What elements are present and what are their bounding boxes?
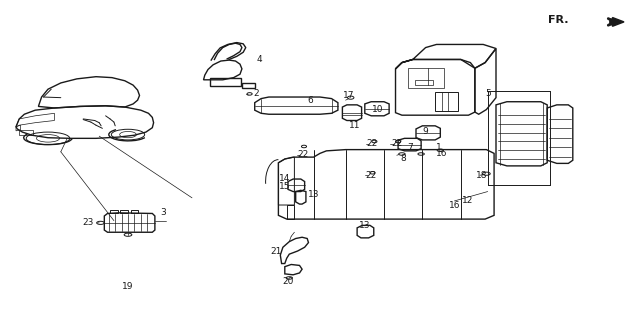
Text: FR.: FR. xyxy=(548,15,568,25)
Text: 11: 11 xyxy=(349,121,361,130)
Text: 22: 22 xyxy=(367,140,378,148)
Text: 18: 18 xyxy=(476,172,487,180)
Text: 8: 8 xyxy=(401,154,406,162)
Text: 10: 10 xyxy=(372,105,383,114)
Bar xyxy=(435,92,458,111)
Text: 22: 22 xyxy=(365,171,377,180)
FancyArrow shape xyxy=(610,18,624,26)
Bar xyxy=(242,83,255,88)
Text: 7: 7 xyxy=(407,143,412,151)
Bar xyxy=(131,210,138,213)
Text: 3: 3 xyxy=(161,208,166,217)
Text: 23: 23 xyxy=(82,218,93,227)
Text: 19: 19 xyxy=(122,282,134,291)
Text: 13: 13 xyxy=(359,221,371,230)
Text: 17: 17 xyxy=(343,91,355,100)
Text: 16: 16 xyxy=(436,149,447,158)
Bar xyxy=(19,130,33,135)
Text: 2: 2 xyxy=(253,90,259,98)
Text: 5: 5 xyxy=(485,90,490,98)
Text: 21: 21 xyxy=(271,248,282,256)
Text: 16: 16 xyxy=(449,201,460,209)
Text: 6: 6 xyxy=(308,96,313,105)
Text: 13: 13 xyxy=(308,190,319,198)
Text: 22: 22 xyxy=(391,140,403,148)
Bar xyxy=(415,80,433,85)
Text: 15: 15 xyxy=(279,182,291,191)
Text: 20: 20 xyxy=(282,277,294,286)
Bar xyxy=(408,68,444,88)
Bar xyxy=(120,210,128,213)
Text: 9: 9 xyxy=(423,127,428,136)
Text: 1: 1 xyxy=(436,143,441,151)
Bar xyxy=(110,210,118,213)
Text: 4: 4 xyxy=(257,55,262,64)
Text: 22: 22 xyxy=(298,151,309,159)
Bar xyxy=(210,78,241,86)
Text: 12: 12 xyxy=(461,196,473,205)
Text: 14: 14 xyxy=(279,174,291,183)
